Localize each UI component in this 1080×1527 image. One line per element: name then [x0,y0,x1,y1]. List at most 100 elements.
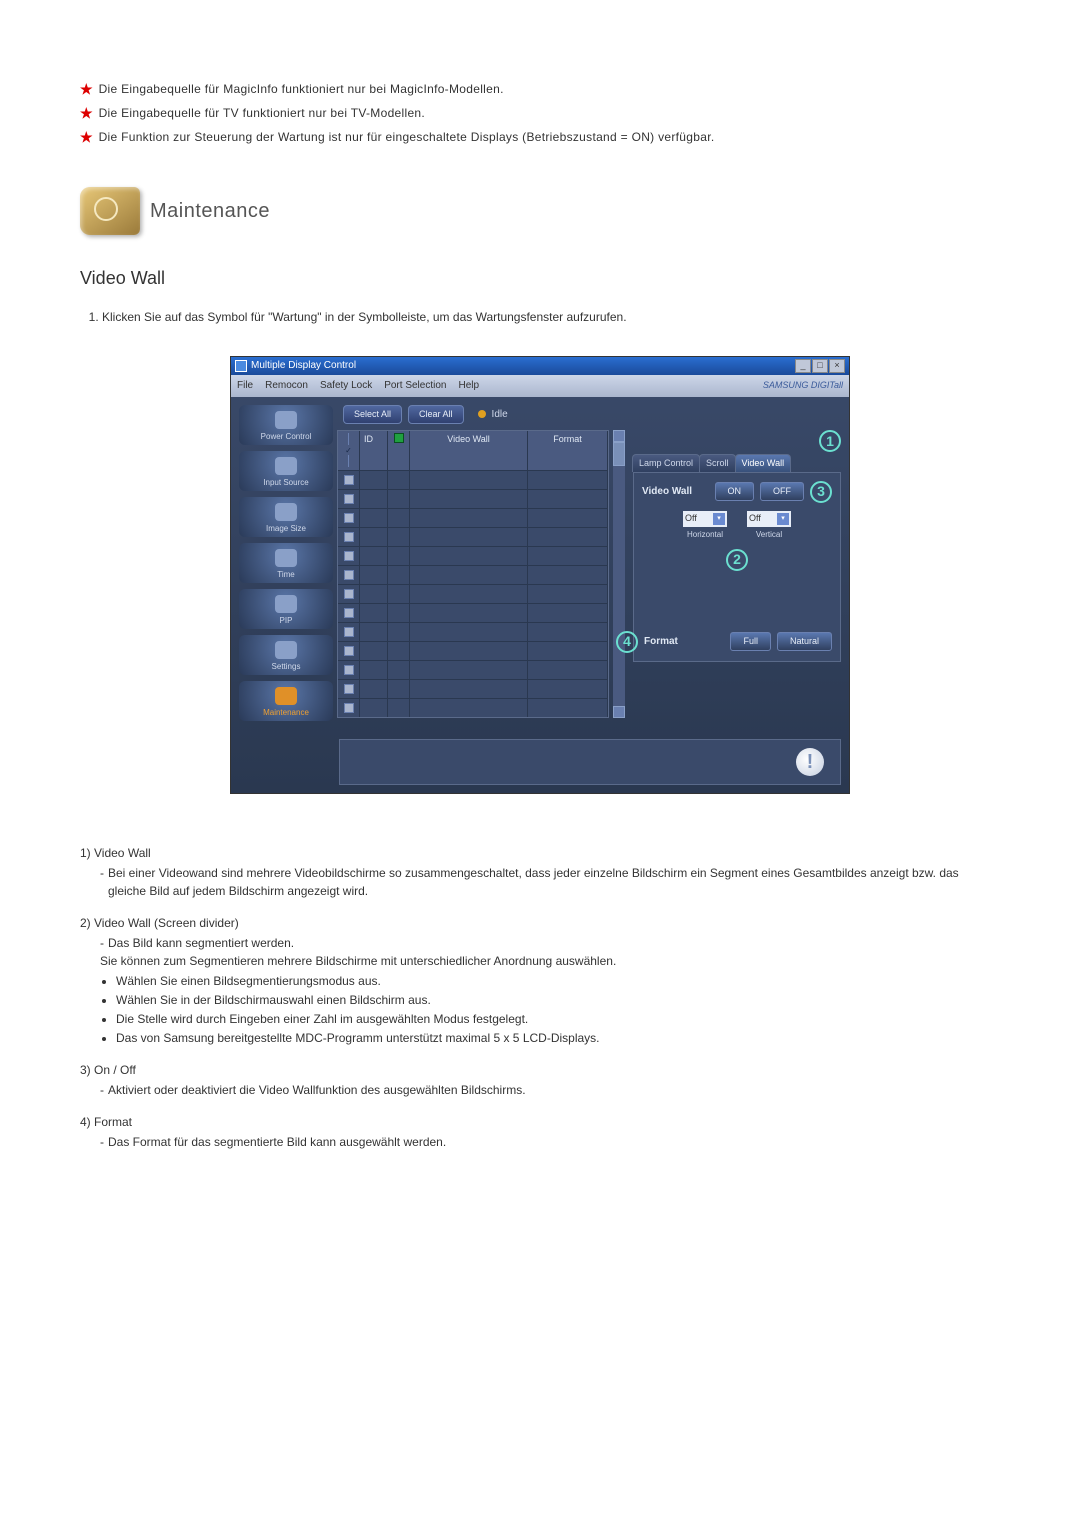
scroll-thumb[interactable] [613,442,625,466]
natural-button[interactable]: Natural [777,632,832,652]
note-text: Die Eingabequelle für MagicInfo funktion… [99,80,504,98]
sidebar-item-label: Input Source [263,477,308,489]
vertical-select[interactable]: Off▾ [747,511,791,527]
sidebar-item-label: Maintenance [263,707,309,719]
window-titlebar: Multiple Display Control _ □ × [231,357,849,375]
videowall-label: Video Wall [642,484,692,499]
tab-lamp-control[interactable]: Lamp Control [632,454,700,472]
grid-header-id[interactable]: ID [360,431,388,470]
def-text: Sie können zum Segmentieren mehrere Bild… [100,952,1000,970]
table-row[interactable] [338,641,608,660]
table-row[interactable] [338,508,608,527]
power-icon [275,411,297,429]
bullet: Wählen Sie in der Bildschirmauswahl eine… [116,991,1000,1009]
star-icon: ★ [80,80,93,98]
bullet: Das von Samsung bereitgestellte MDC-Prog… [116,1029,1000,1047]
menu-file[interactable]: File [237,378,253,393]
info-icon: ! [796,748,824,776]
horizontal-select[interactable]: Off▾ [683,511,727,527]
table-row[interactable] [338,546,608,565]
status-dot-icon [478,410,486,418]
scrollbar[interactable] [613,430,625,718]
format-label: Format [644,634,678,649]
app-icon [235,360,247,372]
sidebar-item-time[interactable]: Time [239,543,333,583]
section-header: Maintenance [80,187,1000,235]
right-panel: 1 Lamp Control Scroll Video Wall Video W… [629,430,841,718]
marker-3: 3 [810,481,832,503]
star-icon: ★ [80,104,93,122]
sidebar-item-settings[interactable]: Settings [239,635,333,675]
sidebar-item-image-size[interactable]: Image Size [239,497,333,537]
maintenance-icon [80,187,140,235]
settings-icon [275,641,297,659]
table-row[interactable] [338,679,608,698]
bullet: Die Stelle wird durch Eingeben einer Zah… [116,1010,1000,1028]
table-row[interactable] [338,584,608,603]
sidebar-item-power-control[interactable]: Power Control [239,405,333,445]
note-row: ★ Die Eingabequelle für MagicInfo funkti… [80,80,1000,98]
def-item: 4) Format -Das Format für das segmentier… [80,1113,1000,1151]
def-text: Das Format für das segmentierte Bild kan… [108,1133,446,1151]
def-head: 1) Video Wall [80,844,1000,862]
table-row[interactable] [338,603,608,622]
clear-all-button[interactable]: Clear All [408,405,464,425]
tab-scroll[interactable]: Scroll [699,454,736,472]
sidebar: Power Control Input Source Image Size Ti… [239,405,333,727]
grid-header-status[interactable] [388,431,410,470]
table-row[interactable] [338,565,608,584]
panel-tabs: Lamp Control Scroll Video Wall [633,454,841,472]
menu-help[interactable]: Help [458,378,479,393]
brand-label: SAMSUNG DIGITall [763,379,843,393]
image-size-icon [275,503,297,521]
table-row[interactable] [338,489,608,508]
definitions: 1) Video Wall -Bei einer Videowand sind … [80,844,1000,1151]
sidebar-item-input-source[interactable]: Input Source [239,451,333,491]
pip-icon [275,595,297,613]
menu-safety-lock[interactable]: Safety Lock [320,378,372,393]
full-button[interactable]: Full [730,632,771,652]
def-item: 1) Video Wall -Bei einer Videowand sind … [80,844,1000,900]
on-button[interactable]: ON [715,482,755,502]
table-row[interactable] [338,698,608,717]
sidebar-item-label: Time [277,569,294,581]
tab-video-wall[interactable]: Video Wall [735,454,792,472]
off-button[interactable]: OFF [760,482,804,502]
maintenance-sb-icon [275,687,297,705]
scroll-down-button[interactable] [613,706,625,718]
menu-port-selection[interactable]: Port Selection [384,378,446,393]
toolbar: Select All Clear All Idle [337,405,841,425]
grid-header-check[interactable] [338,431,360,470]
horizontal-label: Horizontal [683,529,727,541]
note-text: Die Eingabequelle für TV funktioniert nu… [99,104,425,122]
sidebar-item-label: Image Size [266,523,306,535]
display-grid: ID Video Wall Format [337,430,609,718]
step-item: Klicken Sie auf das Symbol für "Wartung"… [102,308,1000,326]
note-row: ★ Die Funktion zur Steuerung der Wartung… [80,128,1000,146]
app-screenshot: Multiple Display Control _ □ × File Remo… [230,356,850,794]
marker-1: 1 [819,430,841,452]
scroll-up-button[interactable] [613,430,625,442]
maximize-button[interactable]: □ [812,359,828,373]
close-button[interactable]: × [829,359,845,373]
step-list: Klicken Sie auf das Symbol für "Wartung"… [102,308,1000,326]
minimize-button[interactable]: _ [795,359,811,373]
window-title: Multiple Display Control [251,358,356,373]
table-row[interactable] [338,622,608,641]
notes-block: ★ Die Eingabequelle für MagicInfo funkti… [80,80,1000,147]
table-row[interactable] [338,470,608,489]
table-row[interactable] [338,660,608,679]
menu-remocon[interactable]: Remocon [265,378,308,393]
sidebar-item-label: Settings [272,661,301,673]
def-text: Bei einer Videowand sind mehrere Videobi… [108,864,1000,900]
status-strip: ! [339,739,841,785]
note-row: ★ Die Eingabequelle für TV funktioniert … [80,104,1000,122]
grid-header-videowall[interactable]: Video Wall [410,431,528,470]
sidebar-item-pip[interactable]: PIP [239,589,333,629]
marker-4: 4 [616,631,638,653]
grid-header-format[interactable]: Format [528,431,608,470]
table-row[interactable] [338,527,608,546]
select-all-button[interactable]: Select All [343,405,402,425]
input-icon [275,457,297,475]
sidebar-item-maintenance[interactable]: Maintenance [239,681,333,721]
